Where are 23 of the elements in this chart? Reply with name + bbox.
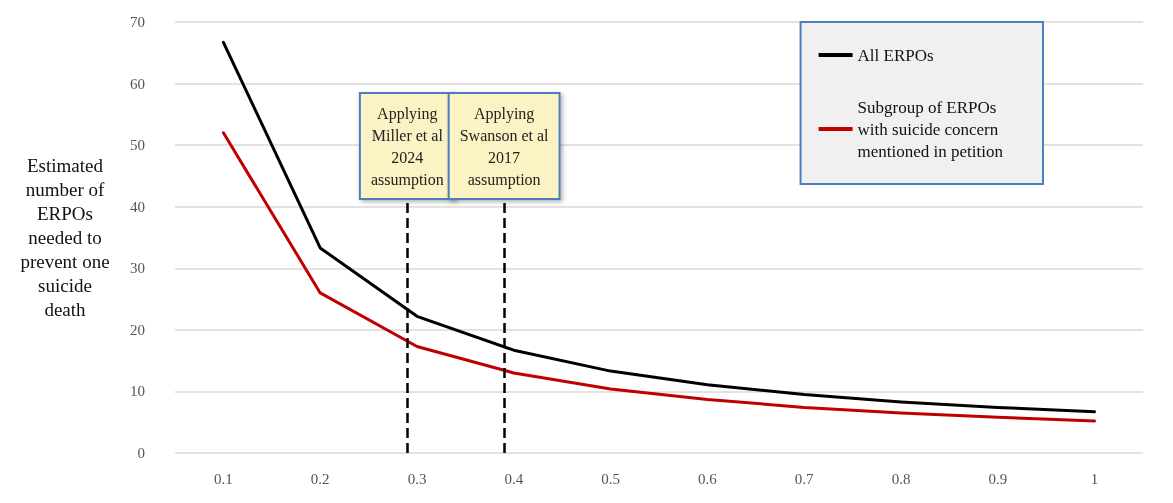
x-tick-label: 0.7 bbox=[794, 470, 815, 487]
x-tick-label: 0.4 bbox=[504, 470, 524, 487]
y-tick-label: 0 bbox=[137, 445, 145, 461]
y-tick-label: 20 bbox=[130, 321, 145, 338]
y-tick-label: 30 bbox=[130, 260, 145, 277]
ref-line-label: Applying Miller et al 2024 assumption bbox=[370, 104, 444, 189]
y-tick-label: 10 bbox=[130, 383, 145, 400]
y-tick-label: 70 bbox=[130, 14, 145, 30]
y-tick-label: 40 bbox=[130, 198, 145, 215]
y-axis-title: Estimated number of ERPOs needed to prevent one suicide death bbox=[20, 155, 110, 320]
legend-label: All ERPOs bbox=[857, 45, 934, 65]
x-tick-label: 0.8 bbox=[891, 470, 911, 487]
x-tick-label: 0.3 bbox=[407, 470, 427, 487]
y-tick-label: 60 bbox=[130, 75, 145, 92]
y-tick-label: 50 bbox=[130, 137, 145, 154]
x-tick-label: 0.6 bbox=[698, 470, 718, 487]
x-tick-label: 0.9 bbox=[988, 470, 1008, 487]
x-tick-label: 0.2 bbox=[310, 470, 330, 487]
x-tick-label: 0.1 bbox=[214, 470, 233, 487]
ref-line-label: Applying Swanson et al 2017 assumption bbox=[459, 104, 550, 189]
legend-label: Subgroup of ERPOs with suicide concern mentioned in petition bbox=[857, 97, 1004, 161]
x-tick-label: 1 bbox=[1090, 470, 1099, 487]
x-tick-label: 0.5 bbox=[601, 470, 620, 487]
